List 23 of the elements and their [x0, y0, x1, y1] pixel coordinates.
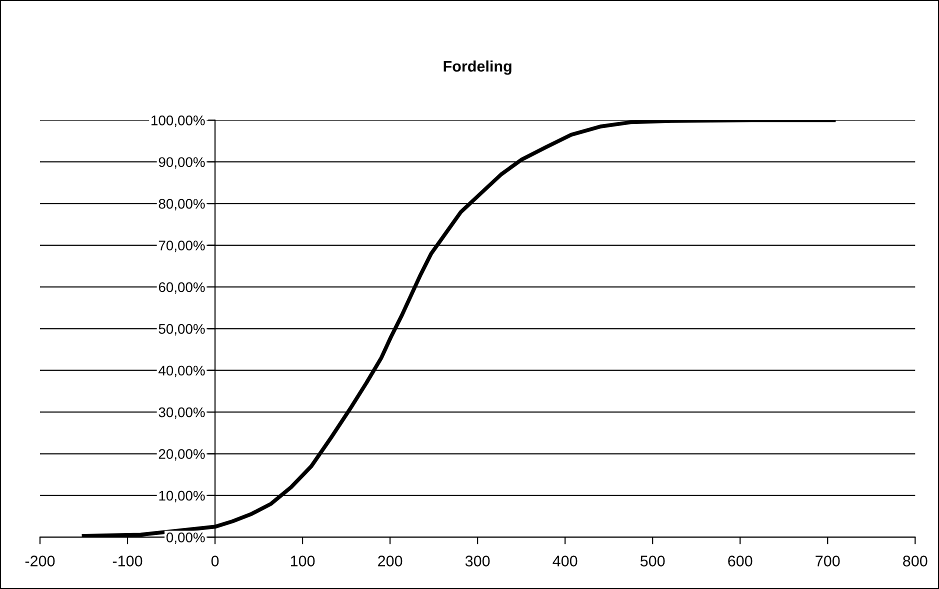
x-tick-label: 300 [465, 556, 490, 566]
y-tick-label: 80,00% [158, 198, 205, 210]
x-tick-label: 200 [378, 556, 402, 566]
y-tick-label: 40,00% [158, 366, 205, 378]
y-tick-label: 90,00% [158, 157, 205, 169]
y-tick-label: 10,00% [159, 490, 205, 502]
y-tick-label: 100,00% [152, 115, 205, 127]
x-tick-label: 400 [552, 556, 578, 566]
y-tick-label: 20,00% [158, 449, 205, 461]
y-tick-label: 70,00% [158, 240, 205, 252]
x-tick-label: 600 [728, 556, 752, 566]
y-tick-label: 60,00% [158, 282, 205, 294]
x-tick-label: 0 [211, 556, 219, 566]
x-tick-label: 100 [290, 556, 315, 566]
x-tick-label: 700 [816, 556, 840, 566]
x-tick-label: 800 [903, 556, 928, 566]
x-tick-label: -100 [112, 556, 142, 566]
y-tick-label: 0,00% [166, 532, 205, 544]
x-tick-label: 500 [640, 556, 665, 566]
x-tick-label: -200 [25, 556, 55, 566]
chart-title: Fordeling [444, 60, 512, 75]
y-tick-label: 50,00% [158, 324, 205, 336]
y-tick-label: 30,00% [158, 407, 205, 419]
